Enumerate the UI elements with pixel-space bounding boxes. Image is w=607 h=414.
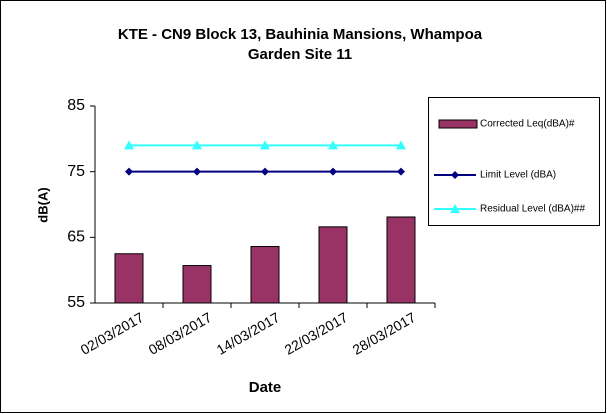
marker-diamond [125, 167, 133, 176]
bar [386, 216, 416, 304]
legend-label: Limit Level (dBA) [480, 170, 556, 181]
marker-diamond [193, 167, 201, 176]
y-tick-label: 75 [67, 163, 85, 180]
bar [318, 226, 348, 304]
marker-diamond [451, 171, 459, 179]
marker-triangle [396, 140, 406, 150]
bar [114, 253, 144, 304]
marker-triangle [192, 140, 202, 150]
legend-box [428, 97, 600, 226]
marker-triangle [260, 140, 270, 150]
marker-diamond [397, 167, 405, 176]
chart-title: Garden Site 11 [248, 46, 352, 63]
y-tick-label: 65 [67, 229, 85, 246]
legend-label: Residual Level (dBA)## [480, 204, 585, 215]
y-tick-label: 55 [67, 294, 85, 311]
y-tick-label: 85 [67, 97, 85, 114]
marker-diamond [261, 167, 269, 176]
legend-label: Corrected Leq(dBA)# [480, 119, 575, 130]
y-axis-label: dB(A) [35, 187, 50, 222]
marker-diamond [329, 167, 337, 176]
marker-triangle [124, 140, 134, 150]
marker-triangle [450, 204, 460, 213]
bar [182, 265, 212, 304]
x-axis-label: Date [249, 379, 282, 396]
bar [250, 246, 280, 304]
marker-triangle [328, 140, 338, 150]
chart-title: KTE - CN9 Block 13, Bauhinia Mansions, W… [118, 26, 483, 43]
legend-swatch [438, 119, 478, 129]
